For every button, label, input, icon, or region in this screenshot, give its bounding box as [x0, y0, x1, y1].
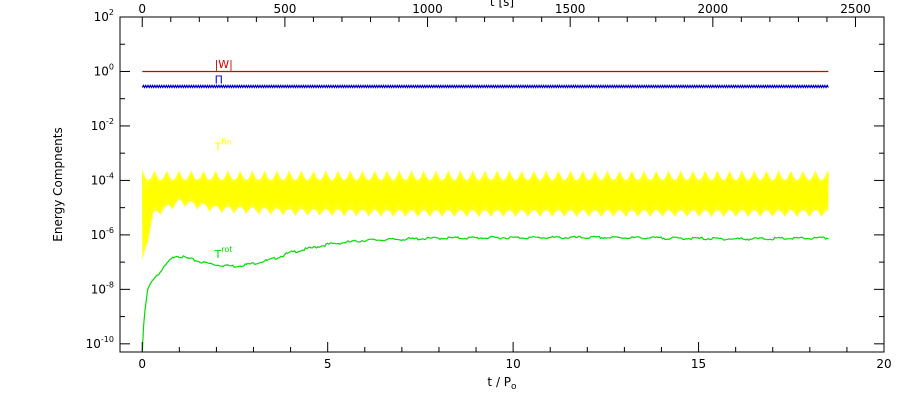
series-annotation-3: Trot — [214, 245, 233, 261]
series-line-3 — [141, 235, 829, 353]
annotation-layer: |W| Π Tflo Trot — [214, 58, 233, 261]
x2-tick-label: 1000 — [412, 2, 443, 16]
series-annotation-1: Π — [215, 74, 223, 87]
plot-frame — [119, 16, 885, 353]
top-axis-label: t [s] — [490, 0, 514, 9]
y-tick-label: 10-4 — [91, 171, 114, 187]
series-line-2 — [141, 170, 829, 259]
x2-tick-label: 500 — [273, 2, 296, 16]
series-line-1 — [141, 84, 829, 89]
x2-tick-label: 0 — [138, 2, 146, 16]
series-annotation-0: |W| — [215, 58, 233, 71]
tick-layer: 0 5 10 15 20 0 500 1000 1500 2000 2500 102 100 10-2 10… — [86, 2, 892, 371]
x2-tick-label: 2500 — [840, 2, 871, 16]
x-tick-label: 5 — [324, 357, 332, 371]
x-tick-label: 15 — [691, 357, 706, 371]
y-tick-label: 100 — [94, 62, 114, 78]
x-tick-label: 0 — [138, 357, 146, 371]
x2-tick-label: 1500 — [555, 2, 586, 16]
series-annotation-2: Tflo — [214, 137, 232, 153]
y-tick-label: 10-10 — [86, 335, 114, 351]
y-tick-label: 10-2 — [91, 117, 114, 133]
series-layer — [141, 70, 829, 353]
x2-tick-label: 2000 — [698, 2, 729, 16]
y-axis-label: Energy Compnents — [51, 127, 65, 241]
y-tick-label: 10-8 — [91, 280, 114, 296]
x-axis-label: t / Po — [487, 375, 517, 392]
y-tick-label: 10-6 — [91, 226, 114, 242]
x-tick-label: 20 — [876, 357, 891, 371]
x-tick-label: 10 — [505, 357, 520, 371]
y-tick-label: 102 — [94, 8, 114, 24]
